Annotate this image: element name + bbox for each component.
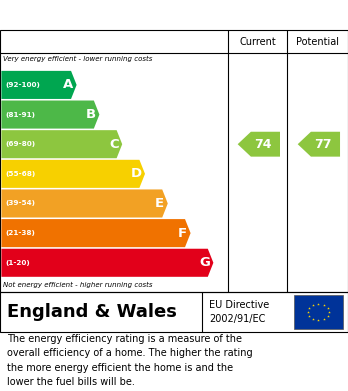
Polygon shape — [298, 132, 340, 157]
Text: Potential: Potential — [296, 36, 339, 47]
Bar — [294, 295, 343, 329]
Text: (55-68): (55-68) — [6, 171, 36, 177]
Polygon shape — [1, 130, 122, 158]
Text: 74: 74 — [254, 138, 271, 151]
Text: (92-100): (92-100) — [6, 82, 40, 88]
Text: E: E — [155, 197, 164, 210]
Text: Energy Efficiency Rating: Energy Efficiency Rating — [9, 7, 219, 23]
Text: (1-20): (1-20) — [6, 260, 30, 266]
Polygon shape — [1, 249, 213, 277]
Text: G: G — [200, 256, 211, 269]
Text: Not energy efficient - higher running costs: Not energy efficient - higher running co… — [3, 282, 153, 288]
Polygon shape — [1, 160, 145, 188]
Text: Current: Current — [239, 36, 276, 47]
Text: (69-80): (69-80) — [6, 141, 36, 147]
Text: The energy efficiency rating is a measure of the
overall efficiency of a home. T: The energy efficiency rating is a measur… — [7, 334, 253, 387]
Text: Very energy efficient - lower running costs: Very energy efficient - lower running co… — [3, 56, 153, 62]
Text: D: D — [131, 167, 142, 180]
Text: EU Directive
2002/91/EC: EU Directive 2002/91/EC — [209, 300, 269, 324]
Polygon shape — [1, 190, 168, 217]
Text: England & Wales: England & Wales — [7, 303, 177, 321]
Text: F: F — [178, 227, 187, 240]
Text: A: A — [63, 79, 73, 91]
Polygon shape — [1, 71, 77, 99]
Polygon shape — [1, 100, 100, 129]
Text: C: C — [109, 138, 119, 151]
Text: 77: 77 — [314, 138, 332, 151]
Text: B: B — [86, 108, 96, 121]
Text: (39-54): (39-54) — [6, 201, 35, 206]
Polygon shape — [1, 219, 191, 247]
Polygon shape — [238, 132, 280, 157]
Text: (81-91): (81-91) — [6, 111, 35, 118]
Text: (21-38): (21-38) — [6, 230, 35, 236]
